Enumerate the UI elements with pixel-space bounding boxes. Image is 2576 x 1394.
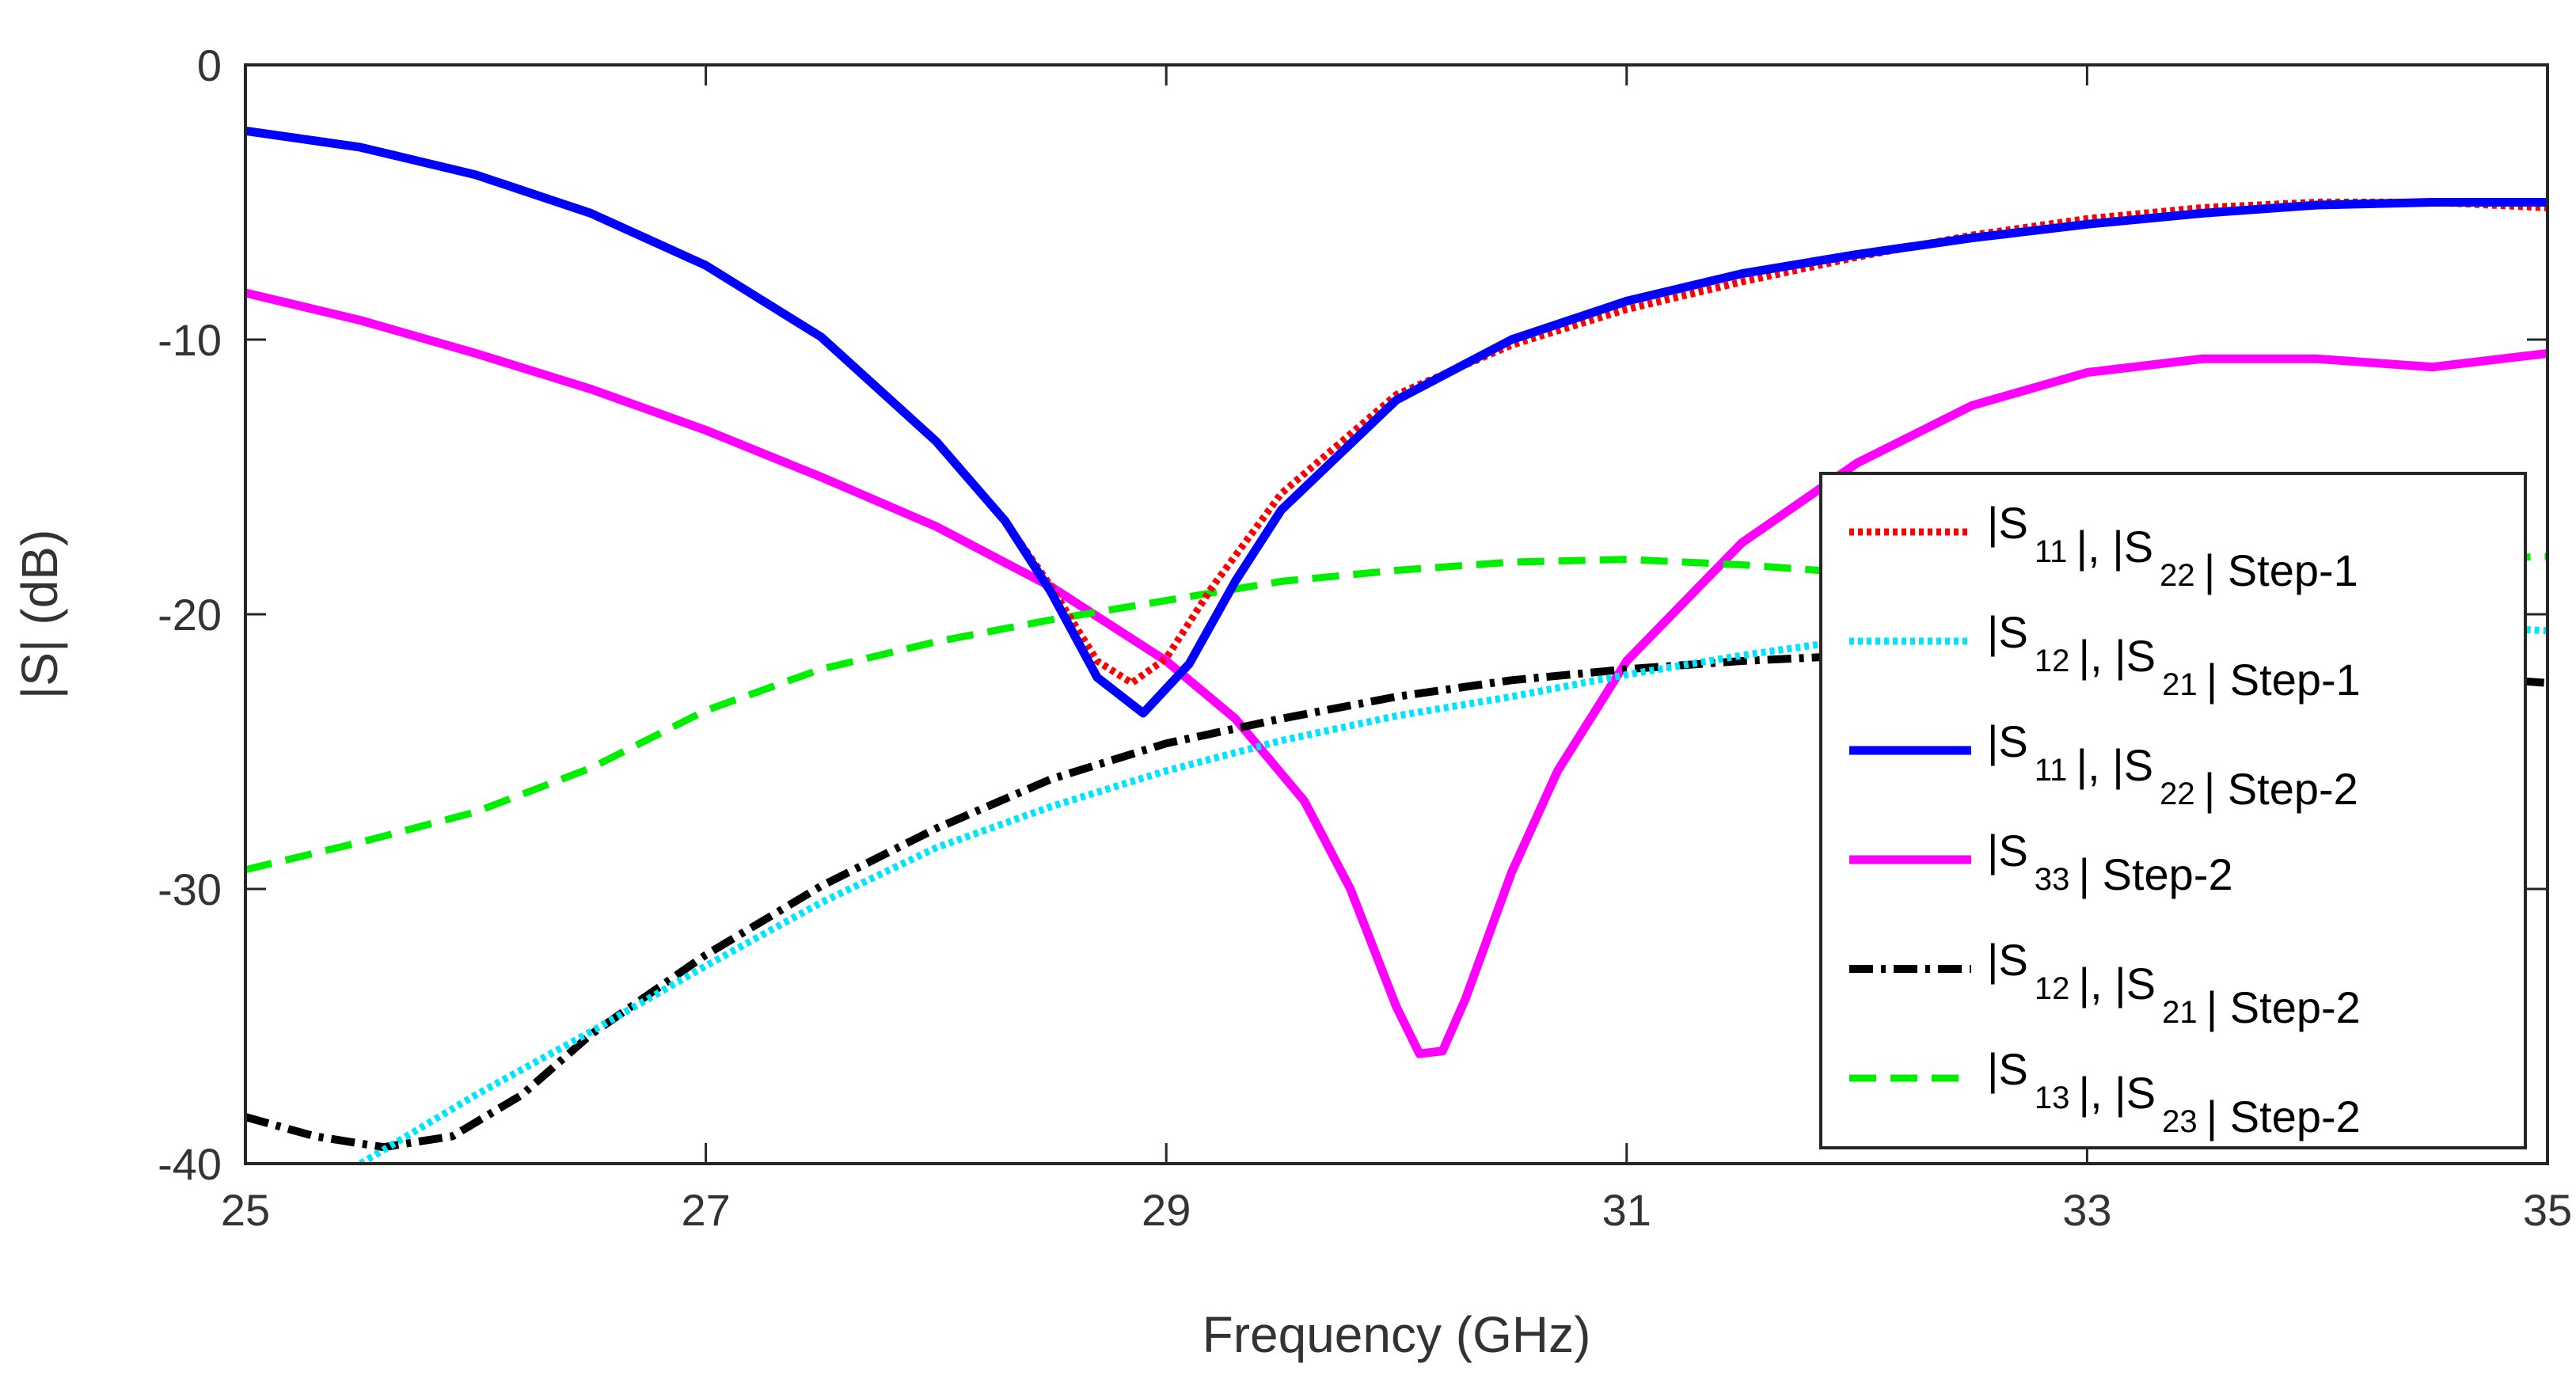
legend-label-2: |S12 |, |S21 | Step-1	[1987, 607, 2361, 705]
series-line-3	[245, 126, 2548, 718]
y-tick-label: -10	[158, 315, 222, 365]
legend-label-4: |S33 | Step-2	[1987, 826, 2233, 899]
y-axis-title: |S| (dB)	[11, 530, 68, 700]
series-line-2	[359, 618, 2548, 1164]
legend-label-3: |S11 |, |S22 | Step-2	[1987, 716, 2358, 814]
legend-box	[1819, 472, 2527, 1149]
legend: |S11 |, |S22 | Step-1 |S12 |, |S21 | Step…	[1819, 472, 2527, 1149]
legend-label-5: |S12 |, |S21 | Step-2	[1987, 935, 2361, 1032]
y-tick-label: -40	[158, 1139, 222, 1189]
ticks-layer: 25 27 29 31 33 35 0 -10 -20 -30 -40	[158, 40, 2572, 1235]
x-tick-label: 31	[1602, 1185, 1651, 1235]
series-line-4	[245, 288, 2548, 1058]
x-tick-label: 27	[681, 1185, 730, 1235]
x-axis-title: Frequency (GHz)	[1203, 1306, 1591, 1363]
legend-label-6: |S13 |, |S23 | Step-2	[1987, 1044, 2361, 1141]
x-tick-label: 25	[221, 1185, 270, 1235]
y-tick-label: -30	[158, 864, 222, 914]
legend-label-1: |S11 |, |S22 | Step-1	[1987, 498, 2358, 595]
x-tick-label: 29	[1142, 1185, 1191, 1235]
y-tick-label: -20	[158, 590, 222, 640]
y-tick-label: 0	[197, 40, 222, 90]
series-line-6	[245, 553, 2548, 874]
x-tick-label: 33	[2062, 1185, 2111, 1235]
x-tick-label: 35	[2523, 1185, 2572, 1235]
